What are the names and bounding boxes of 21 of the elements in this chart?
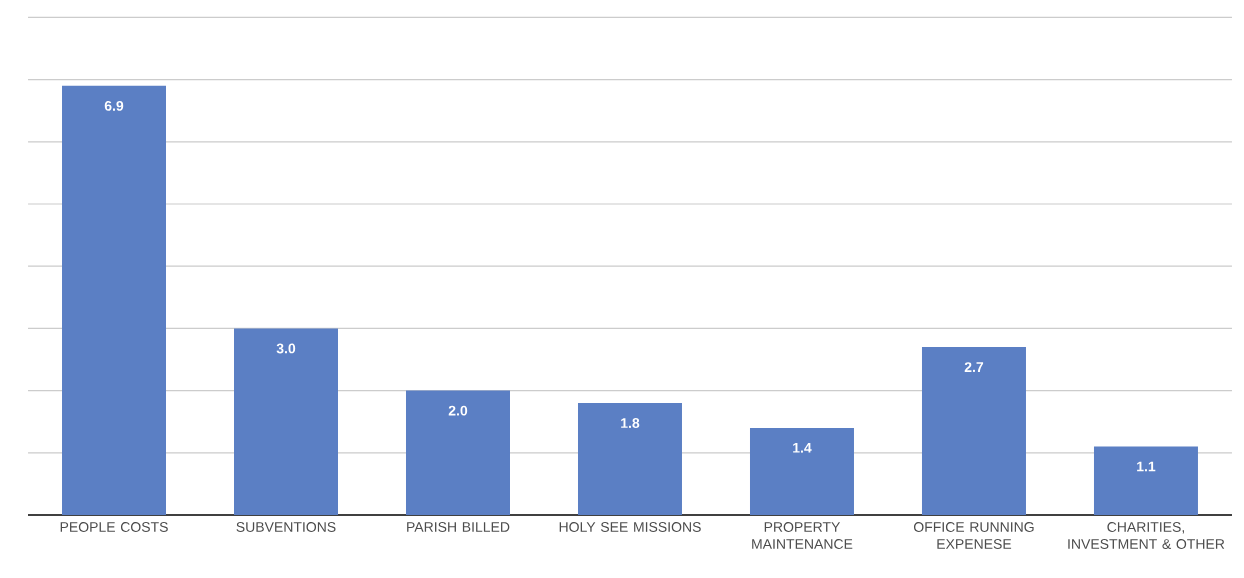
- data-label: 3.0: [276, 343, 296, 354]
- x-tick-label: CHARITIES, INVESTMENT & OTHER: [1068, 522, 1225, 549]
- bar: [406, 390, 510, 515]
- data-label: 6.9: [104, 100, 124, 111]
- x-tick-label: SUBVENTIONS: [236, 522, 336, 532]
- bar: [577, 403, 682, 515]
- x-tick-label: PEOPLE COSTS: [60, 522, 168, 532]
- data-label: 1.1: [1137, 461, 1156, 472]
- bar: [1093, 446, 1198, 515]
- x-tick-label: HOLY SEE MISSIONS: [559, 522, 701, 532]
- bar: [749, 427, 854, 515]
- data-label: 1.4: [793, 442, 812, 453]
- data-label: 2.7: [964, 362, 984, 372]
- x-tick-label: OFFICE RUNNING EXPENESE: [913, 522, 1034, 549]
- bar: [234, 328, 338, 515]
- bar: [921, 347, 1026, 515]
- x-tick-label: PROPERTY MAINTENANCE: [752, 522, 853, 549]
- data-label: 1.8: [621, 418, 640, 428]
- bar: [62, 85, 166, 515]
- x-tick-label: PARISH BILLED: [407, 522, 510, 532]
- data-label: 2.0: [448, 405, 468, 416]
